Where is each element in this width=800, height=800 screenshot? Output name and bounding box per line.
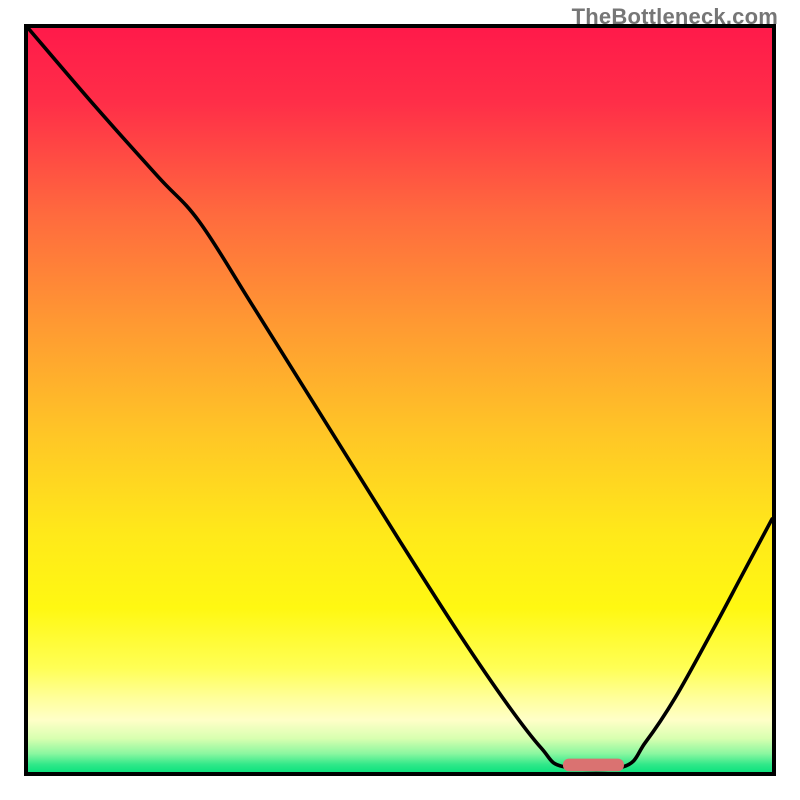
bottleneck-chart [0,0,800,800]
gradient-background [28,28,772,772]
chart-container: TheBottleneck.com [0,0,800,800]
watermark-label: TheBottleneck.com [572,4,778,30]
optimal-range-marker [563,759,624,772]
